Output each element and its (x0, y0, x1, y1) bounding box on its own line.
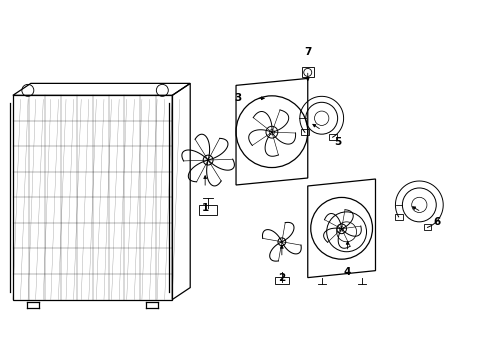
Text: 7: 7 (304, 48, 311, 58)
Text: 2: 2 (278, 273, 285, 283)
Text: 5: 5 (333, 137, 341, 147)
Bar (423, 224, 430, 230)
Text: 3: 3 (234, 93, 241, 103)
Bar (328, 134, 336, 140)
Text: 4: 4 (343, 267, 350, 276)
Text: 1: 1 (201, 203, 208, 213)
Bar (274, 276, 288, 284)
Bar (301, 67, 313, 77)
Bar (394, 214, 402, 220)
Bar (300, 129, 308, 135)
Bar (199, 205, 217, 215)
Text: 6: 6 (433, 217, 440, 227)
